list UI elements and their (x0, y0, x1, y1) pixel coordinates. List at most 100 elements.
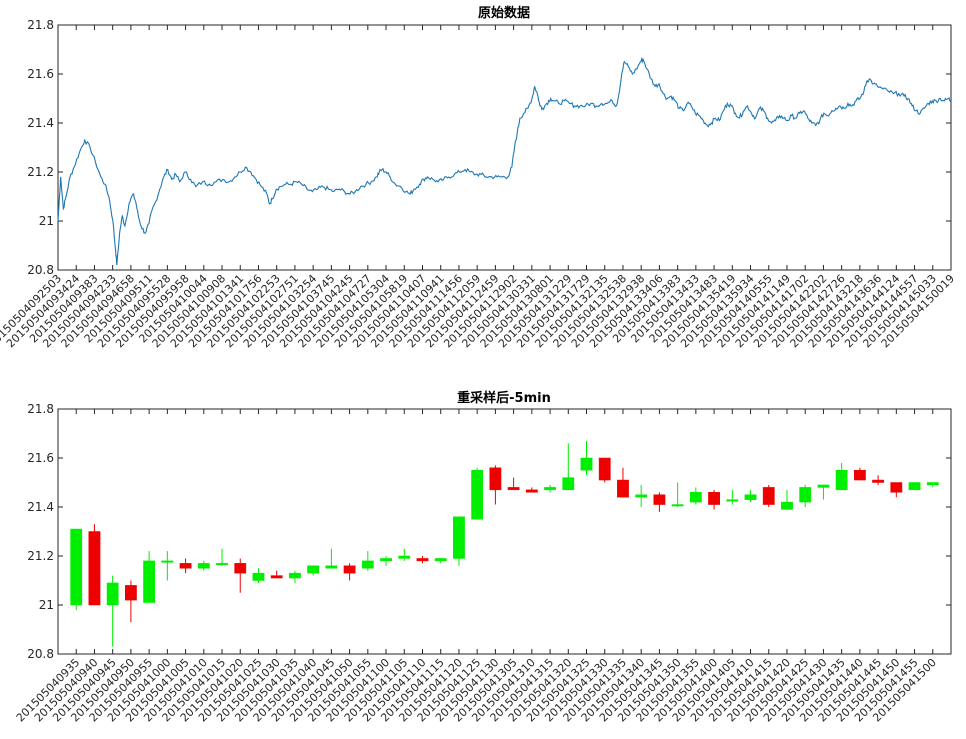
y-tick-label: 20.8 (27, 647, 54, 661)
tick-marks (57, 24, 952, 271)
candle-body (562, 477, 575, 491)
candle-body (580, 457, 593, 471)
candle-body (179, 563, 192, 569)
y-tick-label: 21.4 (27, 116, 54, 130)
y-tick-label: 21.4 (27, 500, 54, 514)
candle (453, 516, 465, 566)
candle-body (507, 487, 520, 491)
candle-body (835, 470, 848, 491)
y-tick-label: 21.8 (27, 402, 54, 416)
candle (507, 477, 520, 491)
candle-body (744, 494, 757, 500)
candle-body (489, 467, 502, 491)
candle (598, 457, 611, 483)
candle-body (124, 585, 137, 601)
candle (489, 465, 502, 505)
candle (124, 580, 137, 623)
candle-body (343, 565, 356, 574)
candle (398, 548, 411, 561)
candle-body (453, 516, 465, 559)
candle (197, 560, 210, 571)
y-tick-labels: 20.8 21 21.2 21.4 21.6 21.8 (27, 402, 54, 661)
candle-body (653, 494, 666, 505)
candle (380, 556, 392, 566)
candle-body (908, 482, 921, 491)
candle-body (671, 504, 684, 507)
price-line (57, 56, 952, 266)
candle-body (380, 558, 392, 562)
y-tick-label: 20.8 (27, 263, 54, 277)
axes-frame (57, 408, 952, 655)
candle (617, 467, 629, 498)
candle-body (398, 555, 411, 559)
candle (817, 484, 830, 500)
candle (781, 489, 793, 510)
candle-body (307, 565, 320, 574)
axes-frame (57, 24, 952, 271)
candle-body (762, 487, 775, 505)
axes (57, 24, 952, 271)
candle (234, 558, 247, 593)
candle-body (252, 572, 265, 581)
candle (325, 548, 338, 569)
candle (143, 551, 156, 603)
candle (689, 487, 702, 505)
candle (525, 487, 538, 493)
x-tick-labels: 2015050409352015050409402015050409452015… (14, 656, 939, 725)
candle (289, 570, 301, 583)
y-tick-label: 21.2 (27, 165, 54, 179)
candle (890, 482, 903, 498)
candle-body (598, 457, 611, 481)
candle (88, 524, 101, 606)
candle-body (890, 482, 903, 493)
candle (216, 548, 228, 566)
price-series (57, 56, 952, 266)
candle-body (216, 563, 228, 566)
y-tick-label: 21.6 (27, 451, 54, 465)
candle (270, 570, 283, 579)
candle-body (270, 575, 283, 579)
candle (835, 462, 848, 491)
candle (161, 551, 174, 581)
candle-body (635, 494, 648, 498)
candle (434, 558, 447, 564)
resampled-candlestick-chart: 重采样后-5min 20.8 21 21.2 21.4 21.6 21.8 2015050… (14, 390, 952, 725)
candle-body (781, 501, 793, 510)
candle (635, 484, 648, 507)
candle-body (70, 528, 83, 606)
candle-body (161, 560, 174, 563)
y-tick-label: 21.6 (27, 67, 54, 81)
tick-marks (58, 408, 951, 655)
raw-data-line-chart: 原始数据 20.8 21 21.2 21.4 21.6 21.8 201505040925… (0, 5, 957, 350)
candle (70, 528, 83, 610)
candle-body (325, 565, 338, 569)
candle-body (88, 531, 101, 606)
candle-body (799, 487, 812, 503)
candle (908, 482, 921, 491)
candle (799, 484, 812, 507)
y-tick-label: 21.2 (27, 549, 54, 563)
candle (744, 489, 757, 503)
candle-body (617, 479, 629, 498)
candle-body (689, 492, 702, 503)
candle-body (853, 470, 866, 481)
chart-title: 原始数据 (478, 5, 530, 21)
candle-body (926, 482, 939, 486)
candle-body (197, 563, 210, 569)
candle (872, 475, 885, 485)
candle (562, 443, 575, 491)
candle (343, 563, 356, 581)
chart-title: 重采样后-5min (457, 390, 551, 406)
candle-body (708, 492, 720, 505)
candle (762, 484, 775, 507)
candle-body (726, 499, 739, 502)
candle (653, 492, 666, 512)
y-tick-label: 21.8 (27, 18, 54, 32)
candle-body (143, 560, 156, 603)
candle (252, 568, 265, 583)
candle (416, 556, 429, 564)
candle-body (361, 560, 374, 569)
candle-body (106, 582, 119, 606)
candle (853, 467, 866, 481)
